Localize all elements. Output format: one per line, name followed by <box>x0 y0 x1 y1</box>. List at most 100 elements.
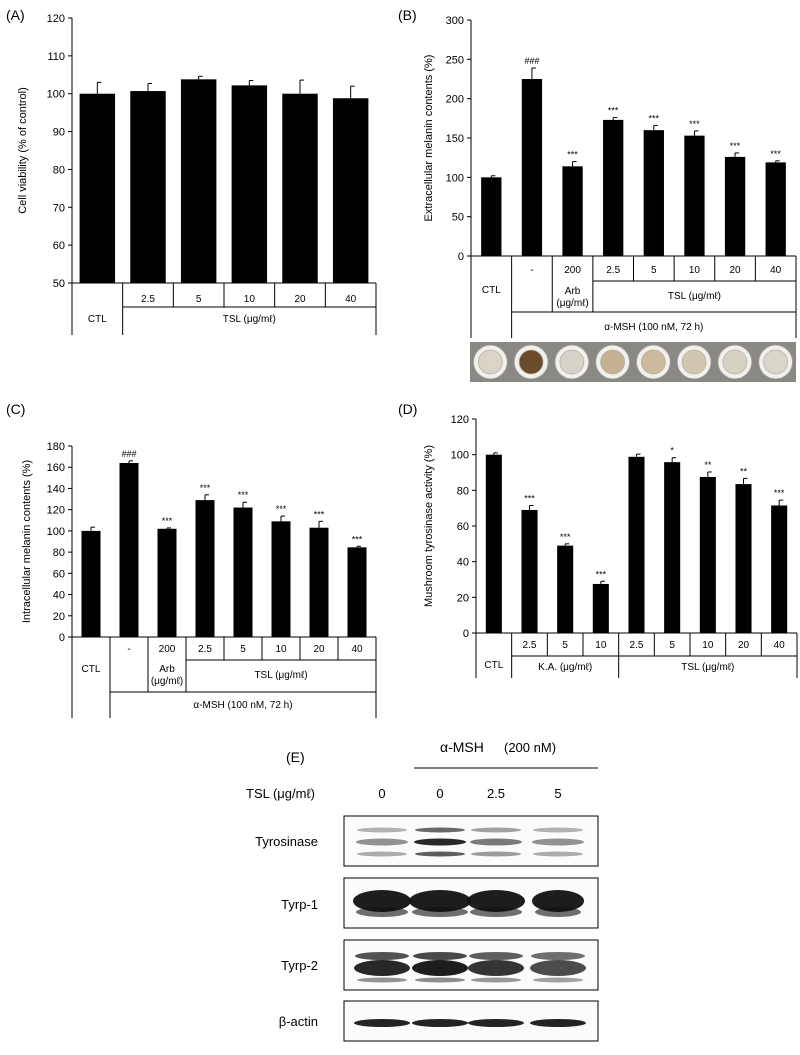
x-tick-label: 20 <box>730 265 742 276</box>
x-tick-label: 20 <box>313 644 325 655</box>
band <box>357 977 407 983</box>
significance-mark: *** <box>238 490 249 500</box>
arb-label: Arb <box>565 286 581 297</box>
group-label-tsl: TSL (μg/mℓ) <box>681 662 734 673</box>
bar <box>347 547 367 637</box>
bar <box>157 528 177 637</box>
y-tick-label: 100 <box>451 450 469 462</box>
x-tick-label: 2.5 <box>141 294 155 305</box>
band <box>471 851 521 857</box>
bar <box>521 509 538 633</box>
band <box>353 890 411 912</box>
y-axis-title: Cell viability (% of control) <box>17 87 29 214</box>
group-label-tsl: TSL (μg/mℓ) <box>254 670 307 681</box>
group-label-tsl: TSL (μg/mℓ) <box>668 291 721 302</box>
significance-mark: *** <box>770 149 781 159</box>
bar <box>684 135 705 256</box>
bar <box>119 462 139 637</box>
bar <box>81 530 101 637</box>
band <box>532 890 584 912</box>
y-tick-label: 300 <box>446 15 464 27</box>
band <box>415 977 465 983</box>
y-tick-label: 120 <box>47 13 65 25</box>
lane-label: 0 <box>436 786 443 801</box>
y-tick-label: 120 <box>451 414 469 426</box>
bar <box>485 454 502 633</box>
x-tick-label: 20 <box>738 640 750 651</box>
y-tick-label: 200 <box>446 94 464 106</box>
y-axis-title: Intracellular melanin contents (%) <box>21 460 33 623</box>
bar <box>195 500 215 637</box>
x-tick-label: CTL <box>482 285 501 296</box>
well-content <box>722 349 748 375</box>
band <box>531 952 585 960</box>
bar <box>664 462 681 633</box>
y-tick-label: 0 <box>59 632 65 644</box>
x-tick-label: - <box>127 644 130 655</box>
y-tick-label: 40 <box>53 590 65 602</box>
arb-label: Arb <box>159 664 175 675</box>
y-axis-title: Extracellular melanin contents (%) <box>423 55 435 222</box>
bar <box>699 476 716 633</box>
y-tick-label: 90 <box>53 127 65 139</box>
bar <box>271 521 291 637</box>
band <box>355 952 409 960</box>
panel-letter: (D) <box>398 401 417 417</box>
bar <box>180 79 217 283</box>
significance-mark: *** <box>560 532 571 542</box>
band <box>409 890 471 912</box>
significance-mark: *** <box>524 493 535 503</box>
bar <box>521 79 543 256</box>
bar <box>592 583 609 633</box>
arb-unit: (μg/mℓ) <box>556 298 588 309</box>
band <box>470 907 522 917</box>
blot-label: β-actin <box>279 1014 318 1029</box>
significance-mark: *** <box>689 119 700 129</box>
x-tick-label: 5 <box>651 265 657 276</box>
x-tick-label: CTL <box>484 660 503 671</box>
significance-mark: ### <box>524 56 539 66</box>
band <box>357 851 407 857</box>
significance-mark: * <box>670 446 674 456</box>
band <box>532 838 584 846</box>
x-tick-label: 10 <box>689 265 701 276</box>
bar <box>231 85 268 283</box>
band <box>415 827 465 833</box>
well-content <box>600 349 626 375</box>
band <box>412 907 468 917</box>
panel-letter: (A) <box>6 7 25 23</box>
band <box>413 952 467 960</box>
y-tick-label: 80 <box>457 485 469 497</box>
panel-letter: (C) <box>6 401 25 417</box>
bar <box>557 545 574 633</box>
bar <box>481 177 502 256</box>
bar <box>332 98 369 283</box>
band <box>530 960 586 976</box>
x-tick-label: 40 <box>345 294 357 305</box>
y-tick-label: 50 <box>53 278 65 290</box>
band <box>414 838 466 846</box>
lane-label: 2.5 <box>487 786 505 801</box>
x-tick-label: 200 <box>159 644 176 655</box>
x-tick-label: 5 <box>240 644 246 655</box>
blot-label: Tyrosinase <box>255 834 318 849</box>
y-axis-title: Mushroom tyrosinase activity (%) <box>423 445 435 607</box>
band <box>354 960 410 976</box>
band <box>468 960 524 976</box>
lane-label: 5 <box>554 786 561 801</box>
bar <box>79 93 116 283</box>
msh-concentration: (200 nM) <box>504 740 556 755</box>
y-tick-label: 250 <box>446 54 464 66</box>
y-tick-label: 0 <box>458 251 464 263</box>
y-tick-label: 160 <box>47 462 65 474</box>
x-tick-label: - <box>530 265 533 276</box>
significance-mark: *** <box>730 141 741 151</box>
x-tick-label: 2.5 <box>198 644 212 655</box>
band <box>471 977 521 983</box>
panel-letter: (E) <box>286 749 305 765</box>
significance-mark: *** <box>352 534 363 544</box>
y-tick-label: 80 <box>53 164 65 176</box>
x-tick-label: 20 <box>294 294 306 305</box>
significance-mark: ** <box>704 460 712 470</box>
lane-label: 0 <box>378 786 385 801</box>
